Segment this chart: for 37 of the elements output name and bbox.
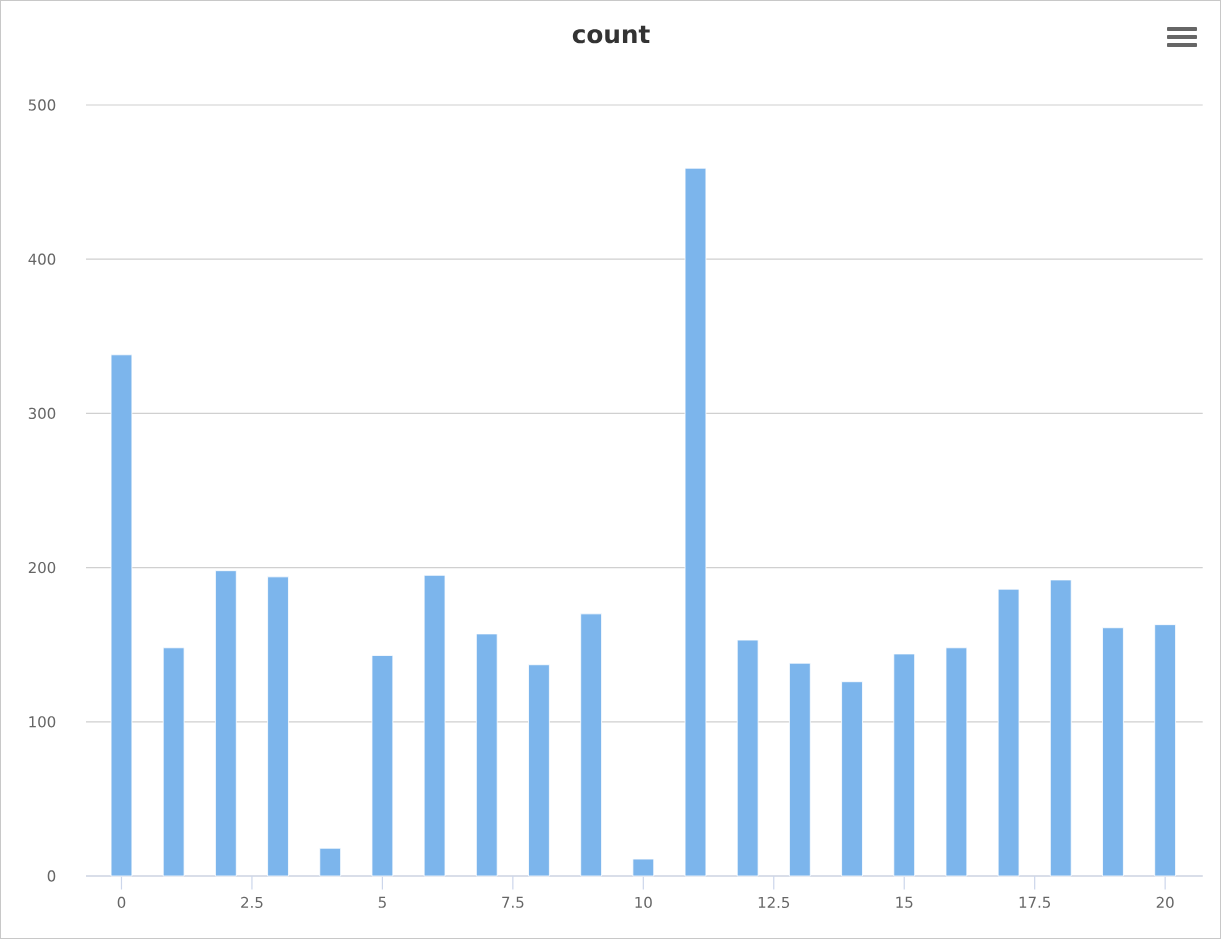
bar [267,576,289,877]
bar [736,639,759,877]
y-tick-label: 0 [47,870,56,882]
y-tick-label: 300 [28,407,56,420]
y-tick-label: 400 [28,253,56,265]
x-tick-label: 15 [896,896,913,908]
x-tick-label: 5 [378,896,386,908]
y-tick-label: 200 [28,561,56,574]
x-tick-label: 2.5 [241,896,263,909]
bar [319,847,342,877]
bar [475,633,498,877]
bar [580,613,602,877]
bar [1049,579,1072,877]
x-tick-label: 12.5 [758,896,790,909]
x-tick-label: 17.5 [1019,896,1050,908]
bar [632,858,655,877]
bar [1102,627,1124,877]
bar [371,655,394,877]
x-tick-label: 10 [635,896,652,909]
bar [162,647,185,877]
chart-title: count [572,25,650,44]
bar [110,354,133,877]
bar [893,653,916,877]
bar [997,588,1020,877]
bar [841,681,863,877]
bar [423,574,446,877]
x-tick-label: 20 [1156,896,1174,909]
bar [528,664,550,877]
x-tick-label: 0 [117,896,126,909]
y-tick-label: 500 [28,99,56,111]
bar [215,570,237,877]
bar [789,662,811,877]
y-tick-label: 100 [29,716,56,728]
bar [1154,624,1176,877]
bar [945,647,968,877]
x-tick-label: 7.5 [502,896,524,908]
bar [684,167,707,877]
